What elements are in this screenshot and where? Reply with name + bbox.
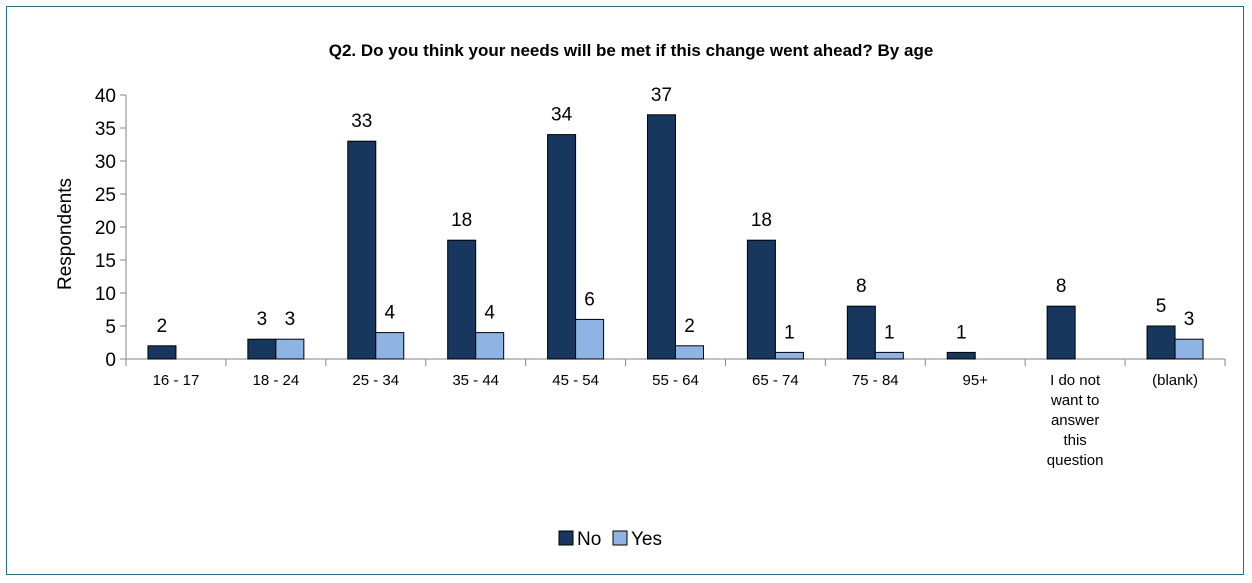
legend: No Yes xyxy=(558,529,662,550)
y-tick-label: 20 xyxy=(95,218,116,239)
x-tick-label: 45 - 54 xyxy=(552,372,599,389)
data-label: 18 xyxy=(451,210,472,231)
data-label: 1 xyxy=(784,322,795,343)
data-label: 4 xyxy=(484,303,495,324)
data-label: 1 xyxy=(956,322,967,343)
x-tick-label: 18 - 24 xyxy=(253,372,300,389)
data-label: 1 xyxy=(884,322,895,343)
data-label: 18 xyxy=(751,210,772,231)
y-tick-label: 5 xyxy=(105,317,116,338)
x-tick-label: 65 - 74 xyxy=(752,372,799,389)
legend-label-yes: Yes xyxy=(631,529,662,550)
data-label: 33 xyxy=(351,111,372,132)
bar-no xyxy=(846,305,876,360)
data-label: 3 xyxy=(257,309,268,330)
y-tick-label: 40 xyxy=(95,86,116,107)
bar-no xyxy=(447,239,477,360)
bar-no xyxy=(946,351,976,360)
legend-swatch-no xyxy=(558,530,574,546)
chart-title: Q2. Do you think your needs will be met … xyxy=(329,41,934,60)
bar-no xyxy=(647,114,676,360)
data-label: 2 xyxy=(157,316,168,337)
y-tick-label: 15 xyxy=(95,251,116,272)
bar-no xyxy=(247,338,277,360)
data-label: 5 xyxy=(1156,296,1167,317)
x-tick-label: 25 - 34 xyxy=(352,372,399,389)
x-tick-label: 35 - 44 xyxy=(452,372,499,389)
bar-yes xyxy=(275,338,305,360)
bar-yes xyxy=(375,332,405,360)
data-label: 4 xyxy=(384,303,395,324)
x-tick-label: 16 - 17 xyxy=(153,372,200,389)
data-label: 8 xyxy=(856,276,867,297)
bar-yes xyxy=(1174,338,1204,360)
bar-yes xyxy=(575,318,605,360)
legend-label-no: No xyxy=(577,529,601,550)
data-label: 37 xyxy=(651,85,672,106)
y-tick-label: 10 xyxy=(95,284,116,305)
bar-no xyxy=(547,134,577,360)
bar-yes xyxy=(675,345,704,360)
bar-yes xyxy=(874,351,904,360)
bar-yes xyxy=(475,332,505,360)
y-tick-label: 0 xyxy=(105,350,116,371)
data-label: 3 xyxy=(285,309,296,330)
x-tick-label: 95+ xyxy=(963,372,989,389)
y-axis-label: Respondents xyxy=(55,178,76,290)
y-tick-label: 35 xyxy=(95,119,116,140)
data-label: 8 xyxy=(1056,276,1067,297)
bar-no xyxy=(147,345,177,360)
bar-chart: Q2. Do you think your needs will be met … xyxy=(55,41,1226,550)
bar-no xyxy=(347,140,377,360)
y-tick-label: 25 xyxy=(95,185,116,206)
bar-yes xyxy=(774,351,804,360)
x-tick-label: I do not want to answer this question xyxy=(1047,372,1104,469)
data-label: 34 xyxy=(551,105,573,126)
data-label: 2 xyxy=(684,316,695,337)
chart-frame: Q2. Do you think your needs will be met … xyxy=(6,6,1244,575)
x-tick-label: 75 - 84 xyxy=(852,372,899,389)
bar-no xyxy=(1046,305,1076,360)
legend-swatch-yes xyxy=(612,530,628,546)
bar-no xyxy=(746,239,776,360)
data-label: 3 xyxy=(1184,309,1195,330)
data-label: 6 xyxy=(584,289,595,310)
bar-no xyxy=(1146,325,1176,360)
y-tick-label: 30 xyxy=(95,152,116,173)
x-tick-label: 55 - 64 xyxy=(652,372,699,389)
x-tick-label: (blank) xyxy=(1152,372,1198,389)
